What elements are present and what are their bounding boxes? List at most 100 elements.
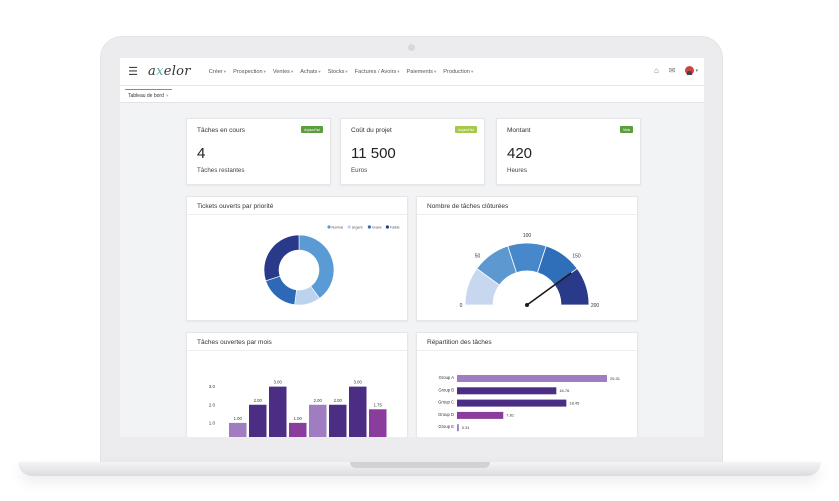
bar (309, 404, 327, 437)
hbar (457, 424, 459, 432)
stat-value: 4 (197, 145, 206, 162)
chevron-down-icon: ▾ (290, 68, 294, 74)
bar-value-label: 2.00 (254, 398, 263, 403)
bar-value-label: 1.00 (294, 416, 303, 421)
menu-label: Factures / Avoirs (354, 68, 397, 75)
menu-item-production[interactable]: Production▾ (443, 69, 473, 75)
logo-part-x: x (156, 64, 164, 79)
tab-dashboard[interactable]: Tableau de bord × (125, 89, 172, 101)
stat-badge: Aujourd'hui (455, 126, 477, 133)
gauge-band (553, 267, 590, 306)
stat-title: Coût du projet (351, 127, 392, 134)
chevron-down-icon: ▾ (397, 68, 400, 74)
donut-chart: Normal Urgent Grave Faible (263, 225, 400, 306)
category-label: Group E (438, 424, 454, 429)
panel-title: Nombre de tâches clôturées (427, 203, 509, 210)
hbar-value-label: 0.31 (462, 425, 471, 430)
chevron-down-icon: ▾ (263, 68, 266, 74)
tab-label: Tableau de bord (128, 93, 164, 99)
gauge-hub (525, 303, 529, 307)
menu-label: Créer (208, 68, 223, 75)
app-logo[interactable]: axelor (148, 64, 191, 79)
category-label: Group C (438, 400, 454, 405)
menu-item-ventes[interactable]: Ventes▾ (273, 69, 293, 75)
panel-divider (417, 350, 637, 351)
stat-title: Montant (507, 127, 531, 134)
bar-value-label: 3.00 (354, 380, 363, 385)
chevron-down-icon: ▾ (695, 67, 698, 74)
stat-badge: Mois (620, 126, 633, 133)
gauge-tick-label: 0 (460, 303, 463, 309)
legend-label: Normal (332, 225, 344, 229)
panel-gauge: Nombre de tâches clôturées 0 50 100 150 200 (416, 196, 638, 321)
hbar-value-label: 7.81 (506, 413, 515, 418)
gauge-tick-label: 100 (523, 233, 532, 239)
menu-item-stocks[interactable]: Stocks▾ (328, 69, 348, 75)
stat-title: Tâches en cours (197, 127, 246, 134)
bar-value-label: 3.00 (274, 380, 283, 385)
hbar-value-label: 16.76 (559, 388, 570, 393)
menu-item-factures[interactable]: Factures / Avoirs▾ (355, 69, 400, 75)
gauge-chart: 0 50 100 150 200 (460, 233, 600, 309)
bar (229, 422, 247, 437)
tab-bar: Tableau de bord × (120, 86, 704, 103)
panel-title: Tâches ouvertes par mois (197, 339, 272, 346)
bar (249, 404, 267, 437)
panel-bars: Tâches ouvertes par mois 0.01.02.03.01.0… (186, 332, 408, 437)
bar (269, 386, 287, 437)
menu-label: Prospection (233, 68, 263, 75)
close-icon[interactable]: × (165, 93, 169, 98)
stat-subtitle: Tâches restantes (197, 167, 245, 174)
top-icons: ⌂ ✉ ▾ (654, 66, 698, 75)
user-menu[interactable]: ▾ (685, 66, 698, 75)
gauge-tick-label: 50 (475, 254, 481, 260)
donut-slice (298, 234, 335, 299)
stat-badge: Aujourd'hui (301, 126, 323, 133)
category-label: Group A (439, 375, 455, 380)
stat-value: 11 500 (351, 145, 396, 162)
hbar (457, 375, 607, 382)
category-label: Group B (438, 387, 454, 392)
menu-item-achats[interactable]: Achats▾ (300, 69, 320, 75)
y-tick-label: 2.0 (209, 402, 216, 407)
panel-hbars: Répartition des tâches Group A 25.31 Group… (416, 332, 638, 437)
home-icon[interactable]: ⌂ (653, 66, 659, 75)
legend-swatch (327, 225, 331, 229)
chevron-down-icon: ▾ (470, 68, 474, 74)
stat-subtitle: Heures (507, 167, 527, 174)
panel-divider (187, 350, 407, 351)
menu-label: Ventes (272, 68, 290, 75)
horizontal-bar-chart: Group A 25.31 Group B 16.76 Group C 18.45 Grou… (438, 375, 621, 432)
menu-item-creer[interactable]: Créer▾ (209, 69, 226, 75)
gauge-tick-label: 150 (572, 254, 581, 260)
legend-swatch (347, 225, 351, 229)
laptop-base (18, 462, 821, 476)
menu-item-paiements[interactable]: Paiements▾ (407, 69, 437, 75)
chevron-down-icon: ▾ (345, 68, 348, 74)
hbar-value-label: 25.31 (610, 376, 621, 381)
screen: ☰ axelor Créer▾ Prospection▾ Ventes▾ Ach… (120, 58, 704, 437)
panel-donut: Tickets ouverts par priorité Normal Urgen… (186, 196, 408, 321)
donut-slice (263, 234, 300, 282)
hamburger-icon[interactable]: ☰ (128, 66, 138, 78)
hbar-value-label: 18.45 (569, 400, 580, 405)
bar (369, 409, 387, 437)
menu-label: Production (443, 68, 470, 75)
y-tick-label: 1.0 (209, 420, 216, 425)
envelope-icon[interactable]: ✉ (668, 66, 676, 75)
hbar (457, 399, 567, 407)
chevron-down-icon: ▾ (433, 68, 437, 74)
menu-label: Paiements (406, 68, 433, 75)
panel-title: Tickets ouverts par priorité (197, 203, 274, 210)
legend-label: Faible (390, 225, 400, 229)
stat-subtitle: Euros (351, 167, 368, 174)
menu-label: Stocks (327, 68, 345, 75)
y-tick-label: 3.0 (209, 384, 216, 389)
panel-divider (417, 214, 637, 215)
legend-swatch (367, 225, 371, 229)
menu-item-prospection[interactable]: Prospection▾ (233, 69, 266, 75)
stat-card-cout: Coût du projet Aujourd'hui 11 500 Euros (340, 118, 485, 185)
bar-value-label: 1.75 (374, 402, 383, 407)
bar-value-label: 2.00 (334, 398, 343, 403)
